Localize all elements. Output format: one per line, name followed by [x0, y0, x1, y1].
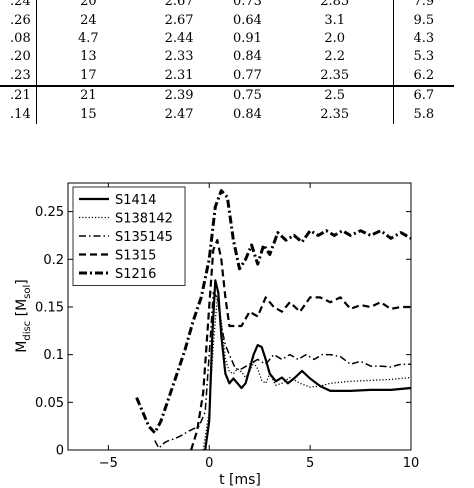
table-row: .24 20 2.67 0.73 2.85 7.9 [0, 0, 454, 12]
data-table: .24 20 2.67 0.73 2.85 7.9 .26 24 2.67 0.64 3.1 9.5.… [0, 0, 454, 124]
table-cell: 2.67 [164, 0, 194, 10]
table-row: .08 4.7 2.44 0.91 2.0 4.3 [0, 29, 454, 49]
x-tick-label: 10 [403, 456, 420, 471]
table-row: .23 17 2.31 0.77 2.35 6.2 [0, 66, 454, 86]
x-axis-label: t [ms] [219, 472, 261, 488]
legend-label: S135145 [115, 230, 173, 245]
table-cell: 2.35 [320, 67, 350, 83]
legend-label: S138142 [115, 212, 173, 227]
chart-legend: S1414 S138142 S135145 S1315 S1216 [72, 186, 186, 286]
table-cell: 4.3 [392, 29, 454, 49]
x-tick-label: 0 [205, 456, 213, 471]
y-tick-label: 0.05 [35, 396, 64, 411]
axis-layer: −5 0 5 10 0 0.05 0.1 0.15 0.2 0.25 [35, 183, 419, 471]
table-cell: 6.7 [392, 84, 454, 106]
table-cell: 20 [35, 0, 141, 12]
table-cell: 0.64 [232, 12, 262, 28]
series-line-s1315 [190, 239, 411, 451]
series-line-s135145 [154, 291, 411, 449]
table-cell: 13 [35, 48, 141, 67]
table-cell: 2.31 [164, 67, 194, 83]
table-cell: 0.91 [232, 30, 262, 46]
table-cell: .23 [10, 67, 31, 83]
y-tick-label: 0.2 [43, 253, 64, 268]
legend-label: S1414 [115, 193, 156, 208]
table-cell: 2.67 [164, 12, 194, 28]
table-cell: 5.8 [392, 105, 454, 124]
table-row: .26 24 2.67 0.64 3.1 9.5 [0, 11, 454, 30]
legend-label: S1315 [115, 249, 156, 264]
series-line-s138142 [202, 296, 412, 451]
table-cell: 2.0 [324, 30, 346, 46]
table-row: .21 21 2.39 0.75 2.5 6.7 [0, 84, 454, 106]
table-cell: 0.77 [232, 67, 262, 83]
table-cell: 0.84 [232, 49, 262, 65]
series-line-s1216 [135, 189, 412, 435]
table-cell: 0.73 [232, 0, 262, 10]
table-row: .14 15 2.47 0.84 2.35 5.8 [0, 105, 454, 124]
table-cell: 3.1 [324, 12, 346, 28]
table-cell: .24 [10, 0, 31, 10]
legend-box [72, 186, 186, 286]
y-axis-label: Mdisc [Msol] [14, 279, 33, 353]
table-cell: 2.85 [320, 0, 350, 10]
table-cell: 6.2 [392, 66, 454, 86]
table-cell: 2.47 [164, 106, 194, 122]
table-cell: 2.5 [276, 84, 394, 106]
table-cell: 4.7 [35, 29, 141, 49]
table-cell: 2.2 [324, 49, 346, 65]
table-cell: .08 [10, 30, 31, 46]
table-cell: .21 [0, 84, 37, 106]
table-cell: 2.44 [164, 30, 194, 46]
table-cell: .14 [10, 106, 31, 122]
table-row: .20 13 2.33 0.84 2.2 5.3 [0, 48, 454, 67]
series-layer [135, 189, 412, 451]
table-cell: 2.35 [320, 106, 350, 122]
table-cell: .26 [10, 12, 31, 28]
table-cell: 7.9 [392, 0, 454, 12]
table-cell: 24 [35, 11, 141, 30]
series-line-s1414 [204, 279, 412, 451]
results-table-fragment: .24 20 2.67 0.73 2.85 7.9 .26 24 2.67 0.64 3.1 9.5.… [0, 0, 474, 135]
table-cell: .20 [10, 49, 31, 65]
table-cell: 0.84 [232, 106, 262, 122]
table-cell: 0.75 [218, 84, 277, 106]
table-cell: 2.33 [164, 49, 194, 65]
y-tick-label: 0.1 [43, 348, 64, 363]
y-tick-label: 0.15 [35, 300, 64, 315]
table-cell: 9.5 [392, 11, 454, 30]
plot-frame [67, 182, 412, 451]
y-tick-label: 0.25 [35, 205, 64, 220]
legend-label: S1216 [115, 267, 156, 282]
table-cell: 17 [35, 66, 141, 86]
table-cell: 2.39 [140, 84, 219, 106]
table-cell: 21 [35, 84, 141, 106]
x-tick-label: 5 [306, 456, 314, 471]
table-cell: 5.3 [392, 48, 454, 67]
x-tick-label: −5 [99, 456, 118, 471]
y-tick-label: 0 [56, 444, 64, 459]
table-cell: 15 [35, 105, 141, 124]
